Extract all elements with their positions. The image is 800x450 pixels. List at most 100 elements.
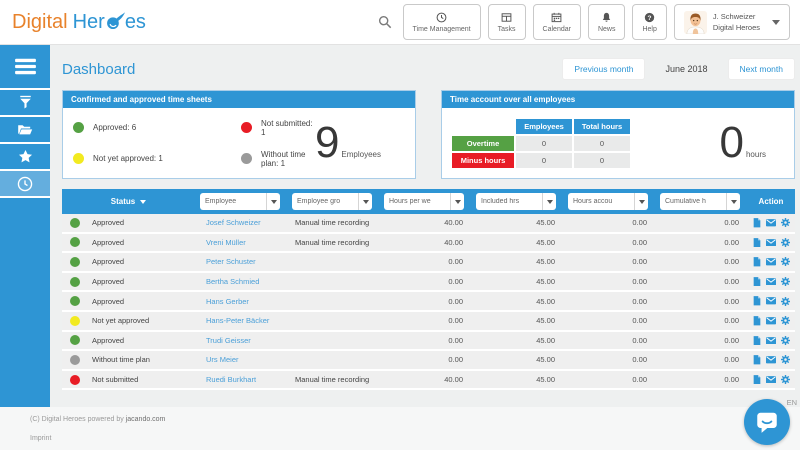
chevron-down-icon (450, 193, 464, 210)
next-month-button[interactable]: Next month (727, 58, 795, 80)
filter-select-employee-gro[interactable]: Employee gro (292, 193, 372, 210)
status-cell: Approved (62, 296, 195, 307)
nav-button-calendar[interactable]: Calendar (532, 4, 581, 40)
employee-name-link[interactable]: Hans-Peter Bäcker (206, 316, 270, 326)
status-dot (70, 256, 80, 267)
status-dot (70, 217, 80, 228)
gear-icon[interactable] (780, 257, 790, 267)
sidebar-item-menu[interactable] (0, 44, 50, 90)
mail-icon[interactable] (765, 258, 776, 266)
filter-select-cumulative-h[interactable]: Cumulative h (660, 193, 740, 210)
gear-icon[interactable] (780, 296, 790, 306)
employee-name-link[interactable]: Hans Gerber (206, 296, 249, 306)
folder-icon (17, 122, 33, 138)
hours-cell: 0.00 (724, 355, 739, 365)
spacer-cell (452, 119, 514, 134)
employee-name-link[interactable]: Peter Schuster (206, 257, 256, 267)
document-icon[interactable] (753, 316, 761, 326)
gear-icon[interactable] (780, 355, 790, 365)
search-icon[interactable] (378, 15, 392, 29)
app-logo[interactable]: Digital Her es (12, 11, 146, 34)
sidebar-item-time[interactable] (0, 171, 50, 198)
chevron-down-icon (634, 193, 648, 210)
gear-icon[interactable] (780, 375, 790, 385)
employee-name-link[interactable]: Bertha Schmied (206, 277, 260, 287)
filter-select-included-hrs[interactable]: Included hrs (476, 193, 556, 210)
user-menu-button[interactable]: J. Schweizer Digital Heroes (673, 4, 790, 40)
employee-name-link[interactable]: Josef Schweizer (206, 218, 261, 228)
document-icon[interactable] (753, 296, 761, 306)
document-icon[interactable] (753, 218, 761, 228)
nav-button-news[interactable]: News (587, 4, 626, 40)
status-dot (70, 276, 80, 287)
nav-button-help[interactable]: ? Help (632, 4, 667, 40)
nav-button-time-management[interactable]: Time Management (402, 4, 481, 40)
mail-icon[interactable] (765, 356, 776, 364)
mini-table-value-cell: 0 (574, 135, 630, 151)
employee-name-link[interactable]: Vreni Müller (206, 237, 246, 247)
previous-month-button[interactable]: Previous month (562, 58, 646, 80)
imprint-link[interactable]: Imprint (30, 435, 52, 442)
jacando-link[interactable]: jacando.com (125, 416, 166, 423)
chevron-down-icon (542, 193, 556, 210)
status-label: Approved (92, 335, 125, 345)
hours-cell: 0.00 (448, 316, 463, 326)
table-icon (501, 12, 512, 24)
hamburger-icon (13, 54, 38, 79)
employee-name-link[interactable]: Ruedi Burkhart (206, 375, 257, 385)
filter-select-hours-accou[interactable]: Hours accou (568, 193, 648, 210)
status-label: Approved (92, 218, 125, 228)
chat-button[interactable] (744, 399, 790, 445)
status-label: Approved (92, 296, 125, 306)
status-column-header[interactable]: Status (62, 197, 195, 206)
hours-cell: 45.00 (536, 316, 555, 326)
document-icon[interactable] (753, 374, 761, 385)
sort-caret-icon (140, 199, 147, 204)
mini-table-column-header: Employees (516, 118, 572, 134)
legend-item: Approved: 6 (73, 119, 241, 137)
footer: (C) Digital Heroes powered by jacando.co… (0, 407, 800, 450)
logo-text-digital: Digital (12, 10, 68, 33)
document-icon[interactable] (753, 257, 761, 267)
document-icon[interactable] (753, 276, 761, 287)
document-icon[interactable] (753, 237, 761, 248)
nav-button-tasks[interactable]: Tasks (487, 4, 526, 40)
chat-bubble-icon (754, 409, 780, 435)
employee-name-link[interactable]: Urs Meier (206, 355, 239, 365)
chevron-down-icon (358, 193, 372, 210)
nav-button-label: Time Management (412, 25, 471, 33)
hours-cell: 45.00 (536, 296, 555, 306)
sidebar-item-filter[interactable] (0, 90, 50, 117)
status-cell: Not yet approved (62, 315, 195, 326)
sidebar-item-documents[interactable] (0, 117, 50, 144)
mail-icon[interactable] (765, 336, 776, 345)
gear-icon[interactable] (780, 316, 790, 326)
gear-icon[interactable] (780, 237, 790, 247)
mail-icon[interactable] (765, 278, 776, 286)
mail-icon[interactable] (765, 375, 776, 384)
gear-icon[interactable] (780, 335, 790, 345)
mail-icon[interactable] (765, 297, 776, 305)
status-dot (70, 335, 80, 346)
gear-icon[interactable] (780, 218, 790, 228)
mail-icon[interactable] (765, 317, 776, 325)
status-dot (241, 153, 252, 164)
hours-cell: 0.00 (448, 335, 463, 345)
hours-cell: 0.00 (632, 237, 647, 247)
sidebar-item-favorites[interactable] (0, 144, 50, 171)
filter-select-employee[interactable]: Employee (200, 193, 280, 210)
mail-icon[interactable] (765, 238, 776, 247)
document-icon[interactable] (753, 355, 761, 365)
mini-table-value-cell: 0 (574, 152, 630, 168)
chevron-down-icon (266, 193, 280, 210)
gear-icon[interactable] (780, 277, 790, 287)
hours-cell: 0.00 (632, 335, 647, 345)
main-content: Dashboard Previous month June 2018 Next … (50, 44, 800, 408)
hours-cell: 0.00 (724, 296, 739, 306)
employee-name-link[interactable]: Trudi Geisser (206, 335, 251, 345)
hours-cell: 0.00 (724, 316, 739, 326)
filter-select-label: Employee (205, 198, 237, 205)
document-icon[interactable] (753, 335, 761, 346)
filter-select-hours-per-we[interactable]: Hours per we (384, 193, 464, 210)
mail-icon[interactable] (765, 219, 776, 227)
